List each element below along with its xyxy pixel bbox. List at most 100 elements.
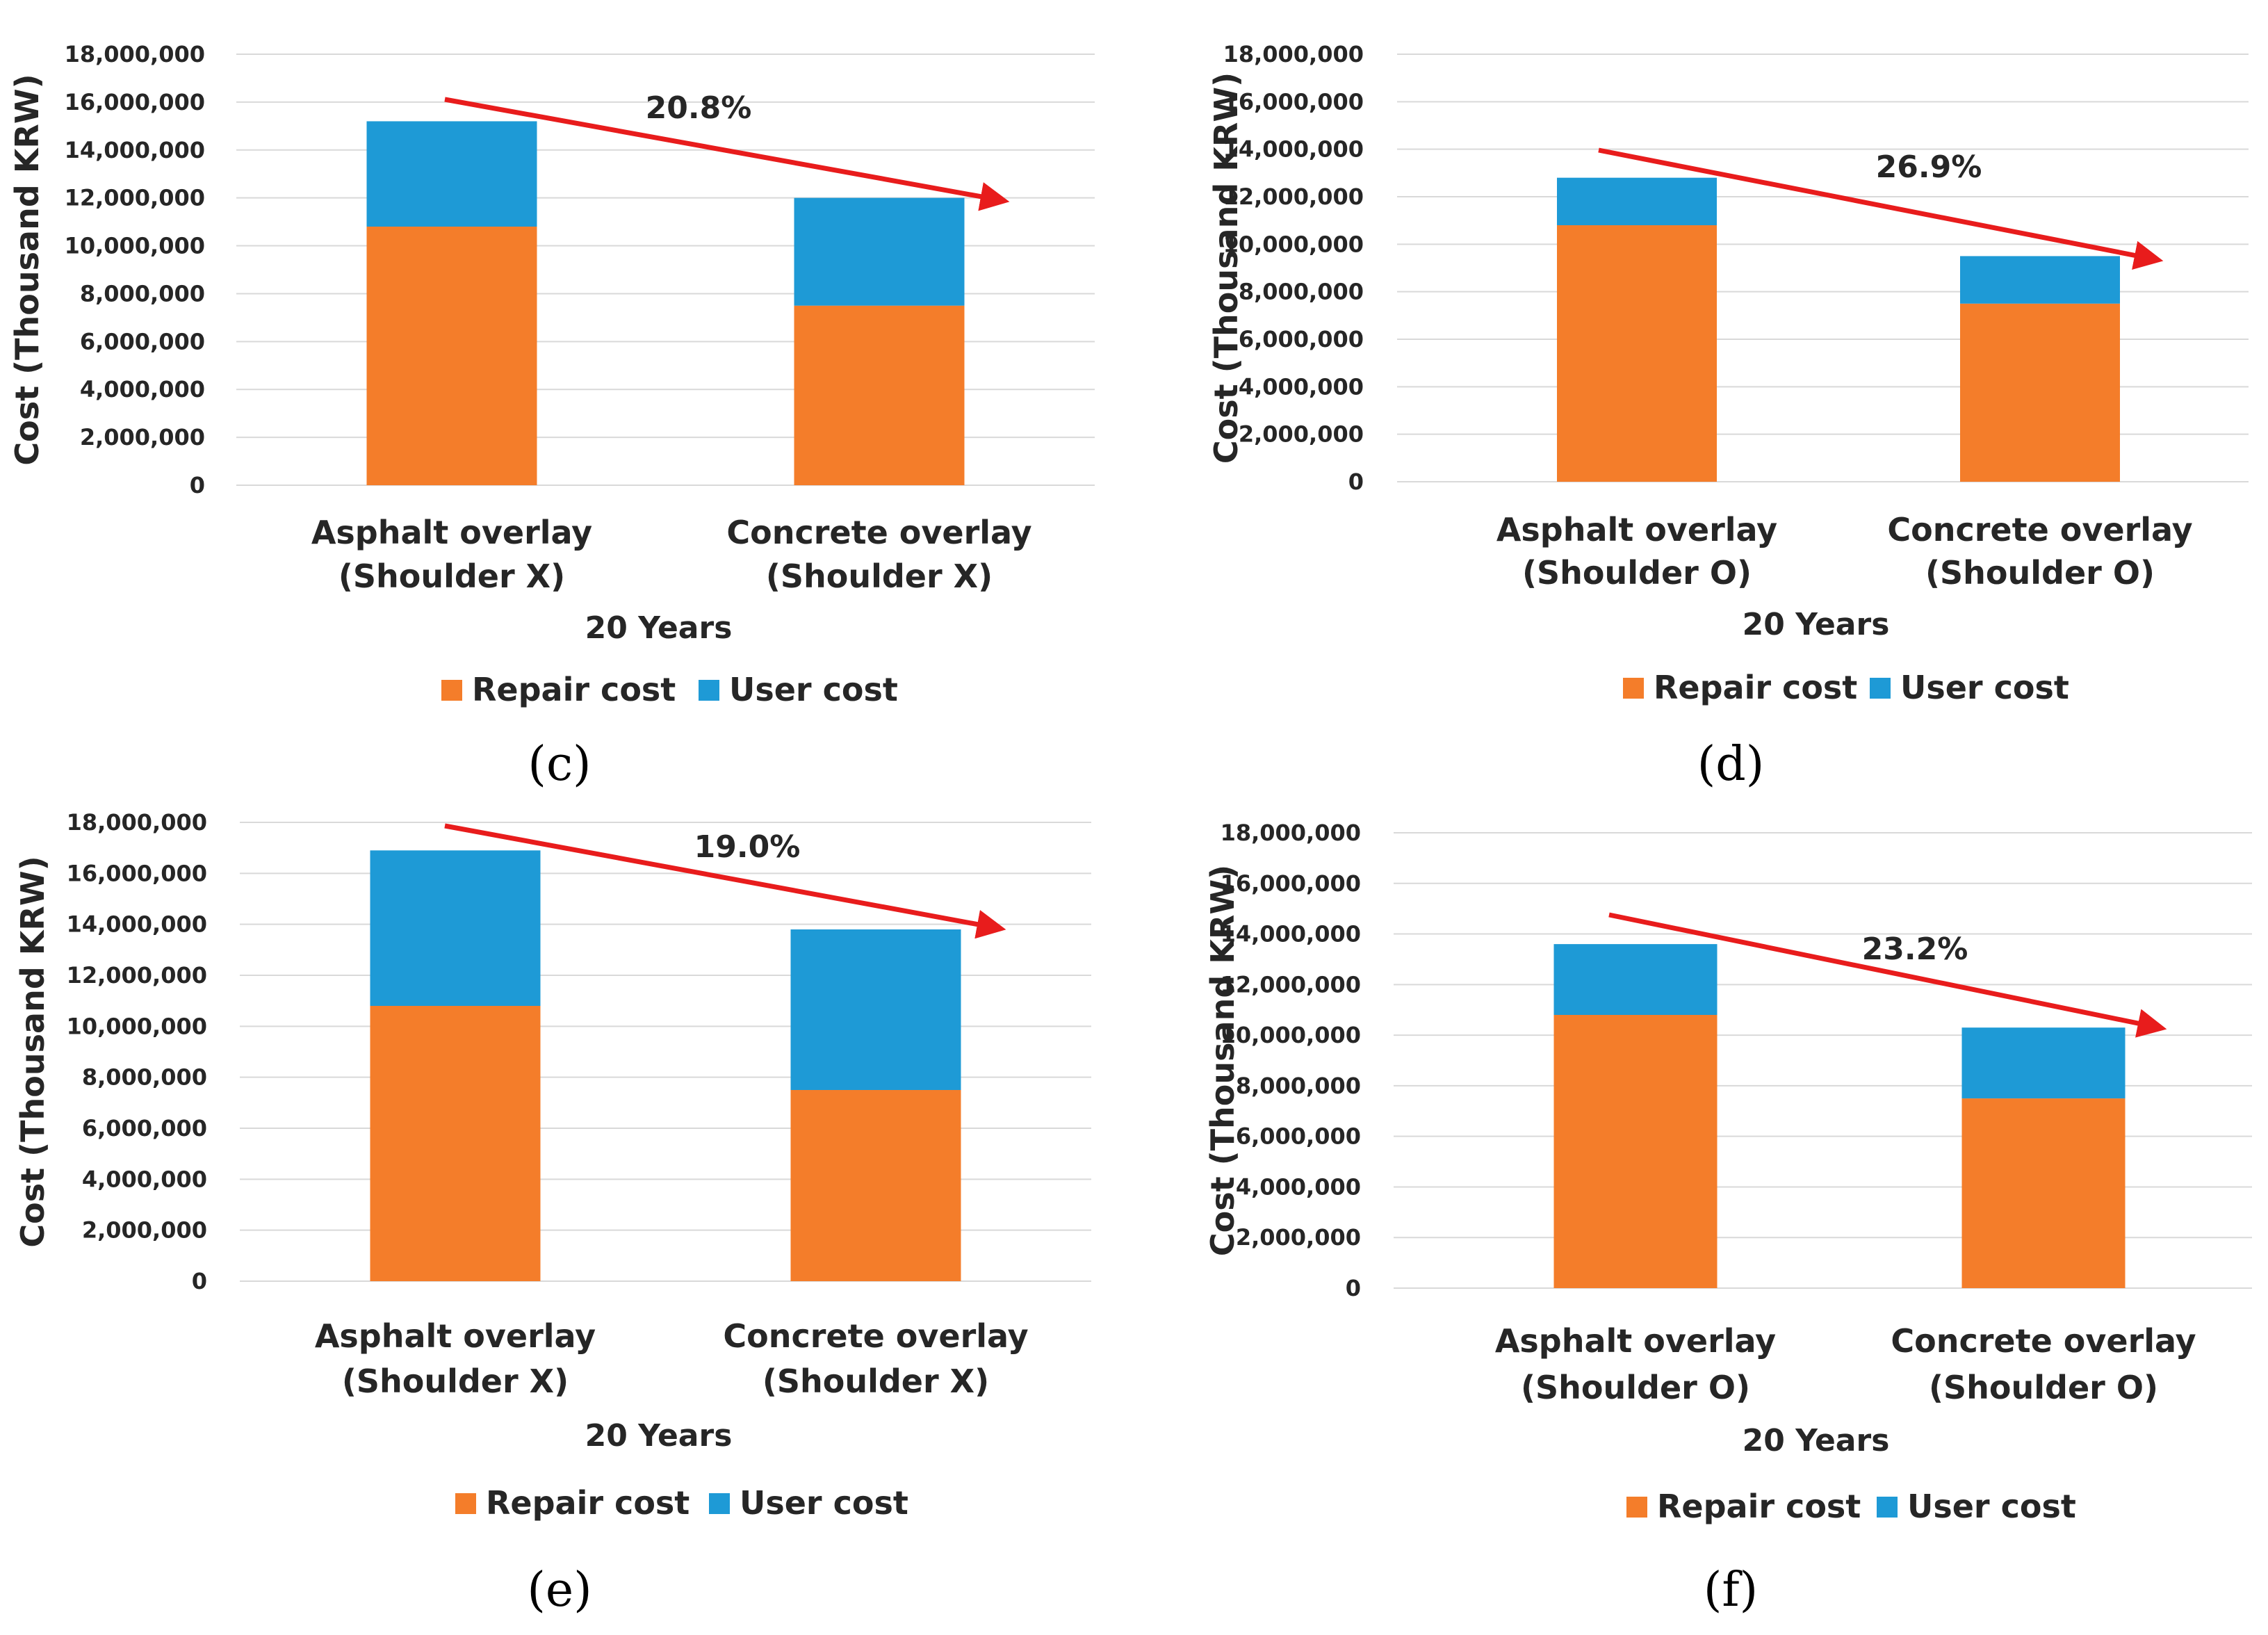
bar-user-cost (1960, 256, 2120, 304)
legend-swatch-repair (441, 680, 462, 701)
x-category-label: Asphalt overlay (315, 1317, 596, 1355)
y-tick-label: 4,000,000 (82, 1166, 207, 1192)
y-tick-label: 10,000,000 (1223, 231, 1364, 257)
y-tick-label: 4,000,000 (1239, 373, 1364, 400)
y-tick-label: 18,000,000 (1223, 41, 1364, 67)
x-category-label: Concrete overlay (726, 514, 1031, 551)
reduction-arrow (1608, 912, 2167, 1038)
x-category-label: Asphalt overlay (1495, 1322, 1776, 1360)
x-axis-title: 20 Years (1743, 1423, 1890, 1458)
bar-user-cost (366, 121, 537, 227)
y-tick-label: 6,000,000 (1239, 326, 1364, 352)
bar-user-cost (370, 850, 541, 1006)
y-tick-label: 2,000,000 (1236, 1224, 1361, 1251)
y-axis-title: Cost (Thousand KRW) (8, 74, 46, 465)
legend-swatch-user (1870, 678, 1891, 699)
bar-user-cost (1961, 1027, 2126, 1099)
y-tick-label: 16,000,000 (1223, 88, 1364, 115)
y-tick-label: 0 (192, 1268, 207, 1294)
y-axis-title: Cost (Thousand KRW) (1204, 865, 1241, 1256)
y-tick-label: 6,000,000 (82, 1115, 207, 1141)
y-tick-label: 4,000,000 (80, 376, 205, 402)
y-tick-label: 0 (1346, 1275, 1361, 1301)
y-tick-label: 8,000,000 (1239, 279, 1364, 305)
x-category-label: (Shoulder X) (766, 558, 993, 595)
x-category-label: (Shoulder O) (1929, 1369, 2158, 1406)
y-axis-title: Cost (Thousand KRW) (14, 856, 51, 1247)
legend-label-user: User cost (1900, 669, 2069, 706)
legend-swatch-repair (1623, 678, 1644, 699)
y-tick-label: 14,000,000 (67, 911, 207, 938)
y-tick-label: 8,000,000 (1236, 1073, 1361, 1099)
y-tick-label: 18,000,000 (67, 809, 207, 836)
x-category-label: (Shoulder X) (338, 558, 565, 595)
y-tick-label: 14,000,000 (1223, 136, 1364, 163)
y-tick-label: 8,000,000 (82, 1064, 207, 1091)
x-category-label: Asphalt overlay (311, 514, 592, 551)
y-tick-label: 18,000,000 (65, 41, 205, 67)
bar-repair-cost (370, 1006, 541, 1281)
y-tick-label: 10,000,000 (65, 233, 205, 259)
y-tick-label: 2,000,000 (82, 1217, 207, 1244)
legend-swatch-repair (455, 1493, 476, 1514)
bar-user-cost (1553, 944, 1718, 1015)
reduction-arrow (444, 97, 1010, 211)
bar-repair-cost (1961, 1098, 2126, 1288)
legend-label-user: User cost (740, 1484, 908, 1522)
panel-label: (c) (528, 737, 591, 792)
y-tick-label: 8,000,000 (80, 280, 205, 307)
x-category-label: (Shoulder X) (342, 1362, 569, 1400)
bar-repair-cost (1553, 1015, 1718, 1288)
bar-repair-cost (794, 305, 965, 485)
bar-user-cost (790, 929, 961, 1090)
y-tick-label: 6,000,000 (1236, 1123, 1361, 1150)
bar-repair-cost (1557, 225, 1717, 482)
y-tick-label: 14,000,000 (65, 137, 205, 163)
legend-label-user: User cost (729, 671, 898, 708)
y-tick-label: 12,000,000 (67, 962, 207, 989)
reduction-percentage: 19.0% (694, 829, 801, 865)
y-tick-label: 4,000,000 (1236, 1173, 1361, 1200)
legend-swatch-user (699, 680, 719, 701)
legend-label-repair: Repair cost (472, 671, 676, 708)
y-tick-label: 14,000,000 (1221, 921, 1361, 947)
legend-label-user: User cost (1907, 1488, 2076, 1525)
y-tick-label: 10,000,000 (1221, 1022, 1361, 1048)
legend-swatch-user (1877, 1497, 1898, 1518)
y-tick-label: 12,000,000 (1223, 184, 1364, 210)
reduction-percentage: 26.9% (1876, 149, 1982, 185)
y-tick-label: 2,000,000 (80, 424, 205, 450)
y-tick-label: 18,000,000 (1221, 820, 1361, 846)
bar-user-cost (1557, 177, 1717, 225)
panel-label: (f) (1704, 1563, 1758, 1618)
y-tick-label: 12,000,000 (65, 185, 205, 211)
panel-label: (d) (1697, 737, 1765, 792)
bar-repair-cost (1960, 303, 2120, 482)
reduction-arrow (444, 823, 1006, 939)
x-axis-title: 20 Years (1743, 607, 1890, 642)
legend-label-repair: Repair cost (486, 1484, 690, 1522)
y-tick-label: 10,000,000 (67, 1013, 207, 1039)
bar-repair-cost (790, 1090, 961, 1281)
reduction-arrow (1598, 147, 2164, 270)
x-axis-title: 20 Years (585, 1418, 733, 1454)
y-tick-label: 2,000,000 (1239, 421, 1364, 448)
x-category-label: (Shoulder O) (1925, 554, 2155, 592)
x-axis-title: 20 Years (585, 610, 733, 646)
y-tick-label: 0 (190, 472, 205, 498)
bar-repair-cost (366, 227, 537, 485)
x-category-label: (Shoulder O) (1521, 1369, 1750, 1406)
y-tick-label: 16,000,000 (1221, 870, 1361, 897)
x-category-label: (Shoulder O) (1522, 554, 1752, 592)
y-tick-label: 12,000,000 (1221, 971, 1361, 998)
y-tick-label: 16,000,000 (67, 860, 207, 886)
x-category-label: Concrete overlay (1887, 511, 2192, 548)
reduction-percentage: 23.2% (1862, 932, 1968, 967)
legend-swatch-user (709, 1493, 730, 1514)
legend-label-repair: Repair cost (1654, 669, 1857, 706)
y-tick-label: 16,000,000 (65, 89, 205, 115)
y-tick-label: 0 (1348, 469, 1364, 495)
legend-swatch-repair (1626, 1497, 1647, 1518)
bar-user-cost (794, 197, 965, 306)
